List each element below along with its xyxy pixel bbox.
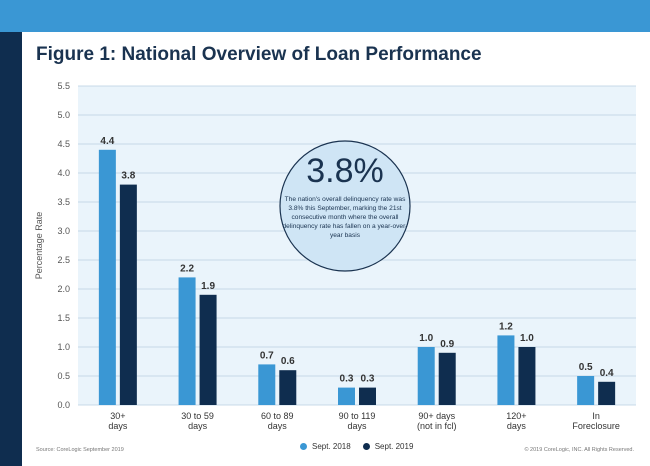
value-label: 1.9: [201, 281, 215, 292]
y-tick-label: 3.0: [57, 226, 70, 236]
category-label: 60 to 89: [261, 411, 294, 421]
value-label: 3.8: [121, 171, 135, 182]
y-tick-label: 5.5: [57, 81, 70, 91]
legend: Sept. 2018 Sept. 2019: [300, 442, 425, 451]
bar-2019: [359, 387, 376, 405]
callout-text: The nation's overall delinquency rate wa…: [282, 196, 408, 239]
category-label: 90 to 119: [339, 411, 376, 421]
category-label: In: [592, 411, 600, 421]
category-label: 30+: [110, 411, 125, 421]
bar-2019: [518, 347, 536, 405]
value-label: 2.2: [180, 263, 194, 274]
legend-swatch-2018: [300, 443, 307, 450]
bar-2018: [577, 376, 595, 405]
value-label: 1.2: [499, 321, 513, 332]
y-tick-label: 2.0: [57, 284, 70, 294]
bars: [98, 149, 616, 405]
legend-item-2019: Sept. 2019: [362, 442, 414, 451]
bar-2019: [598, 381, 616, 405]
value-label: 0.3: [361, 374, 375, 385]
category-label: 90+ days: [418, 411, 455, 421]
copyright-note: © 2019 CoreLogic, INC. All Rights Reserv…: [524, 447, 634, 453]
category-label: Foreclosure: [572, 421, 620, 431]
bar-2018: [417, 347, 435, 405]
bar-2019: [438, 352, 456, 405]
value-label: 0.3: [340, 374, 354, 385]
source-note: Source: CoreLogic September 2019: [36, 447, 124, 453]
category-label: days: [347, 421, 367, 431]
y-axis-label: Percentage Rate: [34, 212, 44, 280]
value-label: 1.0: [419, 333, 433, 344]
legend-label-2019: Sept. 2019: [374, 442, 414, 451]
y-tick-label: 4.0: [57, 168, 70, 178]
y-tick-label: 1.5: [57, 313, 70, 323]
y-tick-label: 0.0: [57, 400, 70, 410]
legend-swatch-2019: [362, 443, 370, 450]
bar-2018: [98, 149, 116, 405]
value-label: 4.4: [100, 136, 114, 147]
value-labels: 4.4 3.8 2.2 1.9 0.7 0.6 0.3 0.3 1.0 0.9 1.2 1.0 0.5 0…: [100, 136, 614, 385]
y-tick-label: 0.5: [57, 371, 70, 381]
chart-title: Figure 1: National Overview of Loan Perf…: [36, 44, 482, 65]
bar-2019: [279, 370, 297, 405]
bar-2019: [199, 294, 217, 405]
y-tick-label: 2.5: [57, 255, 70, 265]
category-label: days: [108, 421, 128, 431]
value-label: 0.5: [579, 362, 593, 373]
callout-value: 3.8%: [306, 152, 384, 190]
category-label: days: [507, 421, 527, 431]
bar-2018: [178, 277, 196, 405]
bar-2018: [338, 387, 355, 405]
y-tick-label: 5.0: [57, 110, 70, 120]
legend-label-2018: Sept. 2018: [312, 442, 351, 451]
category-label: days: [268, 421, 288, 431]
category-label: 30 to 59: [181, 411, 214, 421]
category-label: (not in fcl): [417, 421, 457, 431]
side-band: [0, 32, 22, 466]
header-band: [0, 0, 650, 32]
gridlines: [78, 85, 636, 406]
value-label: 1.0: [520, 333, 534, 344]
category-label: 120+: [506, 411, 526, 421]
category-label: days: [188, 421, 208, 431]
bar-2018: [497, 335, 515, 405]
y-tick-label: 4.5: [57, 139, 70, 149]
value-label: 0.4: [600, 368, 614, 379]
legend-item-2018: Sept. 2018: [300, 442, 351, 451]
y-tick-labels: 0.0 0.5 1.0 1.5 2.0 2.5 3.0 3.5 4.0 4.5 5.0 5.5: [57, 81, 70, 410]
bar-2019: [119, 184, 137, 405]
y-tick-label: 1.0: [57, 342, 70, 352]
value-label: 0.6: [281, 356, 295, 367]
bar-2018: [258, 364, 276, 405]
y-tick-label: 3.5: [57, 197, 70, 207]
value-label: 0.7: [260, 350, 274, 361]
callout-circle: [279, 140, 411, 272]
value-label: 0.9: [440, 339, 454, 350]
